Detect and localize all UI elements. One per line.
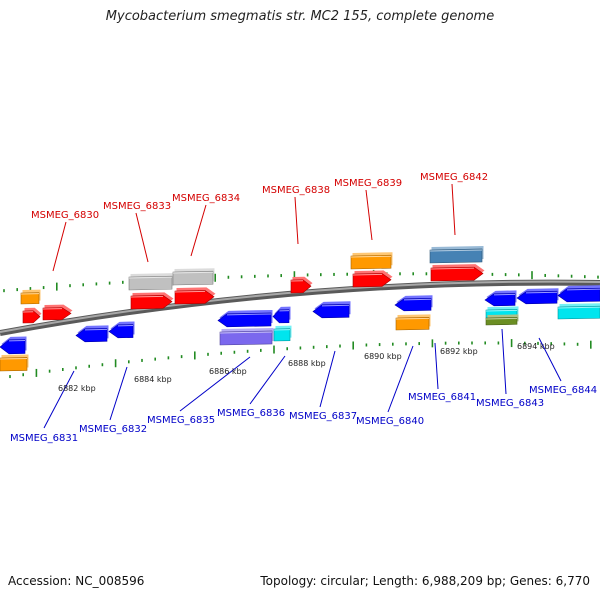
gene-feature-orange xyxy=(395,314,431,331)
gene-feature-blue xyxy=(108,321,135,339)
forward-gene-label: MSMEG_6838 xyxy=(262,185,330,196)
label-leader-line xyxy=(109,366,128,421)
gene-features xyxy=(0,245,600,372)
gene-feature-blue xyxy=(394,295,433,312)
label-leader-line xyxy=(190,204,207,257)
gene-feature-blue xyxy=(484,290,517,307)
gene-feature-red xyxy=(174,287,216,305)
label-leader-line xyxy=(179,356,251,412)
reverse-gene-label: MSMEG_6841 xyxy=(408,392,476,403)
forward-gene-label: MSMEG_6833 xyxy=(103,201,171,212)
reverse-gene-label: MSMEG_6831 xyxy=(10,433,78,444)
gene-feature-blue xyxy=(217,309,273,328)
reverse-gene-label: MSMEG_6832 xyxy=(79,424,147,435)
reverse-gene-label: MSMEG_6835 xyxy=(147,415,215,426)
label-leader-line xyxy=(43,370,75,429)
accession-text: Accession: NC_008596 xyxy=(8,574,145,588)
gene-feature-blue xyxy=(75,325,109,343)
gene-feature-red xyxy=(42,304,73,321)
gene-feature-red xyxy=(430,264,485,282)
reverse-gene-label: MSMEG_6837 xyxy=(289,411,357,422)
gene-feature-cyan xyxy=(557,303,600,320)
label-leader-line xyxy=(294,196,299,245)
label-leaders xyxy=(43,183,562,429)
reverse-gene-label: MSMEG_6836 xyxy=(217,408,285,419)
gene-feature-steelblue xyxy=(429,245,484,264)
label-leader-line xyxy=(135,212,149,263)
scale-label: 6886 kbp xyxy=(209,367,247,376)
scale-label: 6882 kbp xyxy=(58,384,96,393)
reverse-gene-label: MSMEG_6843 xyxy=(476,398,544,409)
gene-feature-red xyxy=(290,276,313,294)
reverse-gene-label: MSMEG_6844 xyxy=(529,385,597,396)
reverse-gene-label: MSMEG_6840 xyxy=(356,416,424,427)
gene-feature-orange xyxy=(20,289,41,305)
forward-gene-label: MSMEG_6834 xyxy=(172,193,240,204)
label-leader-line xyxy=(52,221,67,272)
gene-feature-gray xyxy=(172,268,215,286)
label-leader-line xyxy=(387,345,414,413)
scale-label: 6888 kbp xyxy=(288,359,326,368)
forward-gene-label: MSMEG_6839 xyxy=(334,178,402,189)
label-leader-line xyxy=(501,328,507,395)
gene-feature-purple xyxy=(219,327,274,346)
forward-gene-label: MSMEG_6830 xyxy=(31,210,99,221)
forward-gene-label: MSMEG_6842 xyxy=(420,172,488,183)
gene-feature-red xyxy=(22,307,42,324)
label-leader-line xyxy=(319,350,336,408)
gene-feature-red xyxy=(130,292,174,310)
label-leader-line xyxy=(538,337,562,382)
gene-feature-blue xyxy=(272,306,291,324)
gene-feature-blue xyxy=(0,336,27,355)
map-title: Mycobacterium smegmatis str. MC2 155, co… xyxy=(105,9,495,24)
gene-feature-orange xyxy=(350,252,393,270)
label-leader-line xyxy=(434,342,439,390)
label-leader-line xyxy=(451,183,456,236)
topology-text: Topology: circular; Length: 6,988,209 bp… xyxy=(260,574,590,588)
gene-feature-blue xyxy=(557,285,600,303)
gene-feature-blue xyxy=(312,301,351,319)
scale-label: 6894 kbp xyxy=(517,342,555,351)
scale-label: 6884 kbp xyxy=(134,375,172,384)
scale-label: 6890 kbp xyxy=(364,352,402,361)
gene-feature-red xyxy=(352,270,393,288)
gene-feature-olive xyxy=(485,314,519,326)
scale-label: 6892 kbp xyxy=(440,347,478,356)
gene-feature-orange xyxy=(0,354,29,372)
gene-feature-gray xyxy=(128,273,174,291)
scale-labels: 6882 kbp 6884 kbp 6886 kbp 6888 kbp 6890 kbp… xyxy=(58,342,555,393)
label-leader-line xyxy=(365,189,373,241)
gene-feature-cyan xyxy=(273,325,292,342)
gene-feature-blue xyxy=(516,288,559,305)
label-leader-line xyxy=(249,355,286,405)
